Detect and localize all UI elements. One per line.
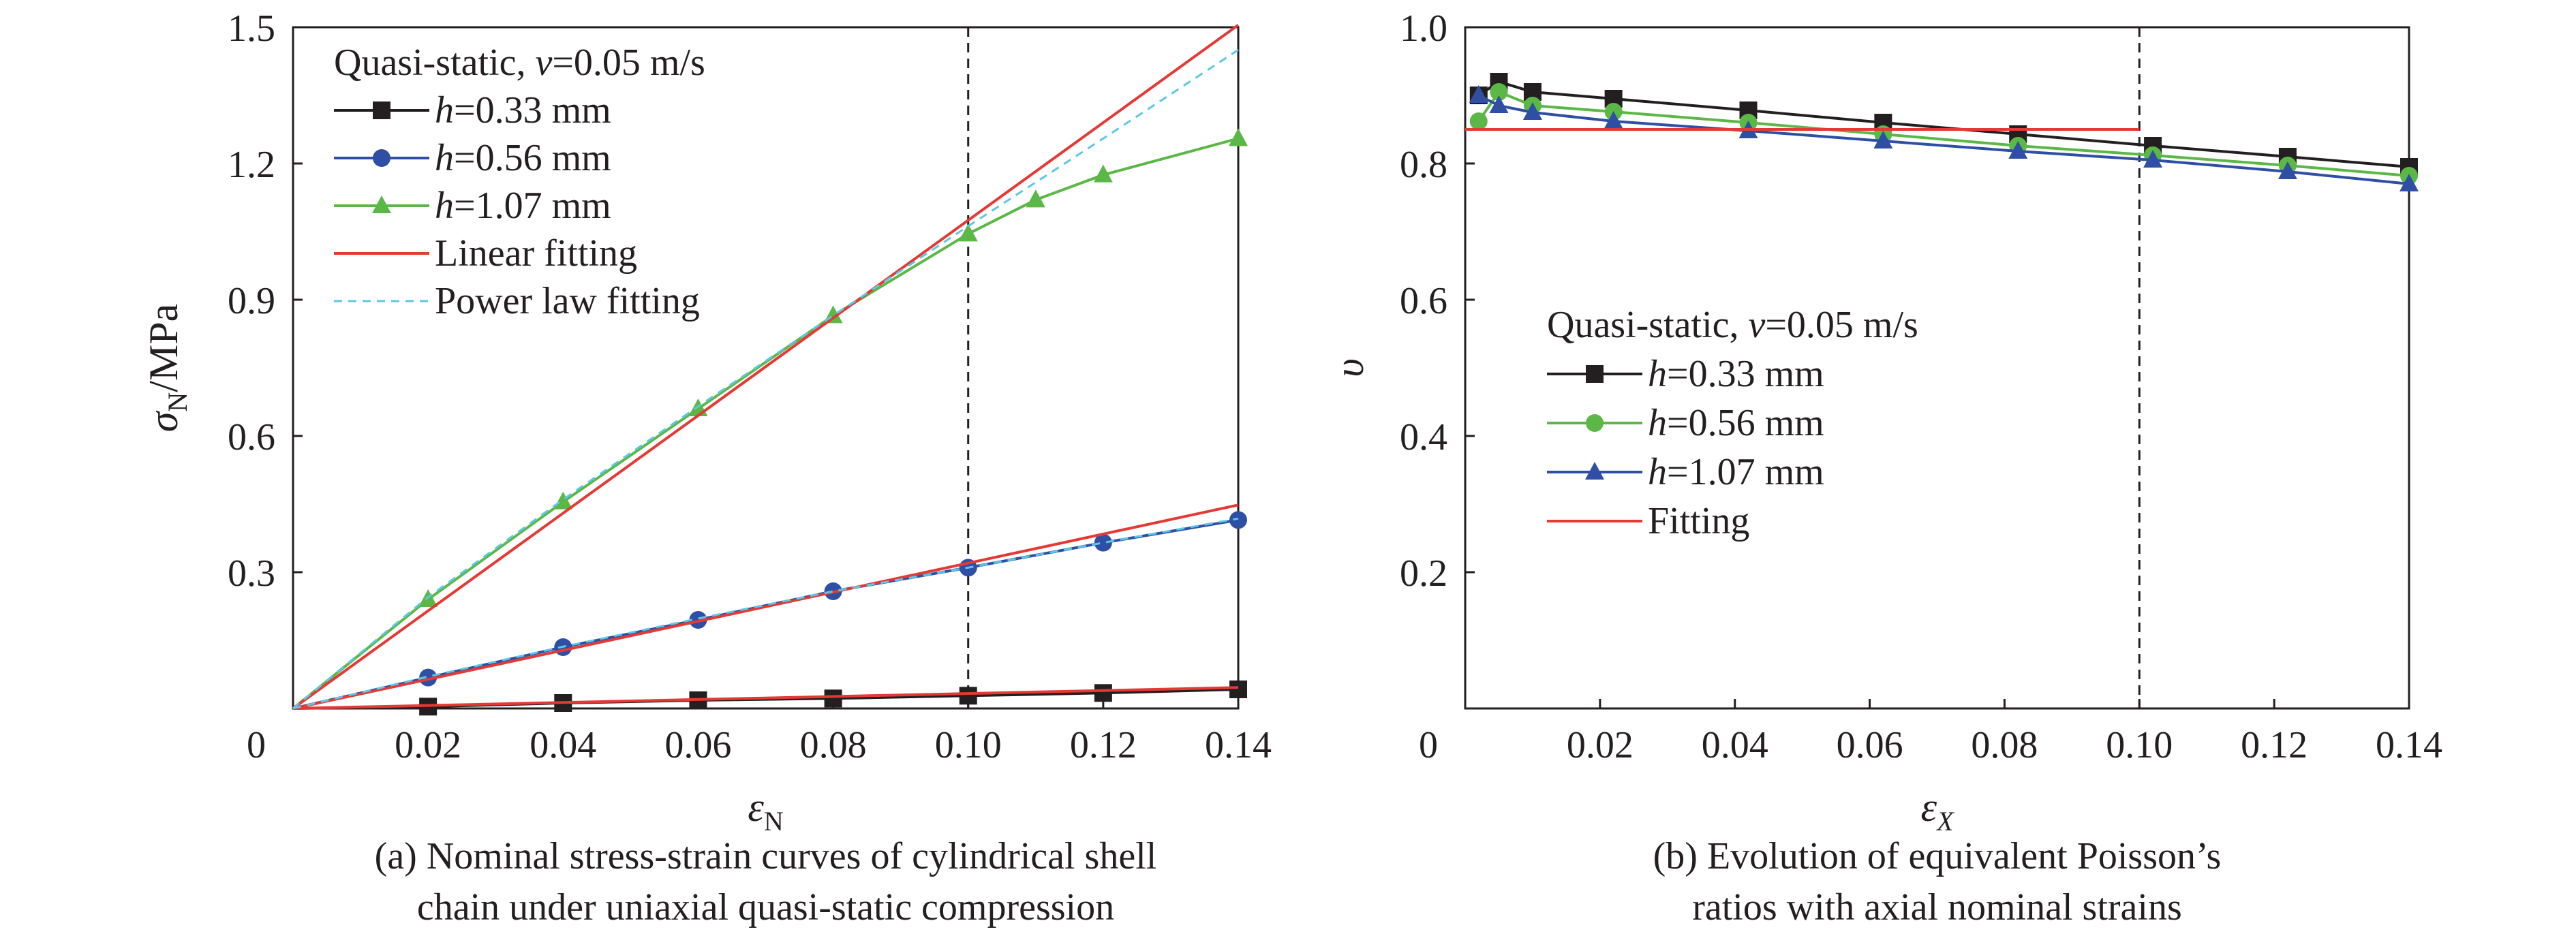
data-point xyxy=(2278,161,2297,179)
series-line xyxy=(1477,80,2410,168)
data-point xyxy=(959,687,977,705)
data-point xyxy=(1490,83,1508,101)
y-tick-label: 0.4 xyxy=(1400,416,1447,458)
data-point xyxy=(958,223,978,242)
x-tick-label: 0.08 xyxy=(1971,724,2038,766)
legend-entry: h=1.07 mm xyxy=(435,185,611,227)
caption-line: (b) Evolution of equivalent Poisson’s xyxy=(1653,835,2222,877)
data-point xyxy=(1229,681,1247,698)
legend-marker xyxy=(1585,462,1604,480)
data-point xyxy=(1229,511,1247,529)
data-point xyxy=(1093,164,1113,183)
legend-entry: h=0.33 mm xyxy=(435,89,611,131)
origin-label: 0 xyxy=(247,724,266,766)
data-point xyxy=(1469,112,1488,130)
legend-marker xyxy=(373,101,390,119)
data-point xyxy=(2399,174,2419,191)
y-axis-label: σN/MPa xyxy=(141,304,193,433)
series-line xyxy=(292,49,1239,710)
y-tick-label: 1.2 xyxy=(228,144,275,186)
data-point xyxy=(1094,684,1112,702)
data-point xyxy=(1026,189,1045,208)
x-tick-label: 0.08 xyxy=(800,724,867,766)
plot-frame xyxy=(1464,26,2410,710)
legend-entry: h=0.33 mm xyxy=(1648,353,1824,395)
data-point xyxy=(1873,131,1893,148)
legend-entry: Power law fitting xyxy=(435,280,700,322)
legend-entry: h=0.56 mm xyxy=(435,137,611,179)
data-point xyxy=(1469,85,1488,103)
x-tick-label: 0.10 xyxy=(2106,724,2173,766)
legend-entry: h=0.56 mm xyxy=(1648,402,1824,444)
caption-line: (a) Nominal stress-strain curves of cyli… xyxy=(375,835,1157,877)
series-line xyxy=(292,517,1239,710)
x-tick-label: 0.12 xyxy=(1070,724,1137,766)
x-tick-label: 0.10 xyxy=(935,724,1002,766)
data-point xyxy=(824,689,842,708)
x-tick-label: 0.06 xyxy=(664,724,731,766)
plot-frame xyxy=(292,26,1240,710)
legend-title: Quasi-static, v=0.05 m/s xyxy=(334,42,705,84)
data-point xyxy=(1489,95,1509,113)
data-point xyxy=(1604,111,1623,129)
y-tick-label: 0.8 xyxy=(1400,144,1447,186)
y-tick-label: 1.5 xyxy=(228,7,275,50)
data-point xyxy=(1229,128,1248,146)
data-point xyxy=(2143,150,2163,168)
x-axis-label: εX xyxy=(1920,785,1954,837)
y-axis-label: υ xyxy=(1327,358,1372,377)
legend-entry: Fitting xyxy=(1648,500,1749,542)
origin-label: 0 xyxy=(1419,724,1438,766)
series-line xyxy=(292,24,1240,710)
legend-entry: Linear fitting xyxy=(435,232,637,275)
y-tick-label: 0.2 xyxy=(1400,552,1447,595)
caption-line: ratios with axial nominal strains xyxy=(1692,886,2182,928)
data-point xyxy=(2008,141,2028,159)
series-line xyxy=(292,686,1239,710)
y-tick-label: 1.0 xyxy=(1400,7,1447,50)
series-line xyxy=(1477,94,2410,185)
x-tick-label: 0.04 xyxy=(530,724,596,766)
x-tick-label: 0.06 xyxy=(1837,724,1903,766)
legend-marker xyxy=(1586,365,1604,383)
data-point xyxy=(419,668,438,687)
x-axis-label: εN xyxy=(748,785,784,837)
legend-marker xyxy=(372,196,391,213)
y-tick-label: 0.6 xyxy=(228,416,275,458)
series-line xyxy=(292,503,1239,710)
legend-entry: h=1.07 mm xyxy=(1648,451,1824,493)
caption-line: chain under uniaxial quasi-static compre… xyxy=(417,886,1114,928)
y-tick-label: 0.3 xyxy=(228,552,275,595)
x-tick-label: 0.14 xyxy=(2376,724,2442,766)
chart-a: 0.02 0.04 0.06 0.08 0.10 0.12 0.14 0.3 0.6 0.9 1.2… xyxy=(141,7,1272,928)
legend-marker xyxy=(373,149,390,167)
legend-marker xyxy=(1586,414,1604,432)
x-tick-label: 0.12 xyxy=(2241,724,2307,766)
chart-b: 0.02 0.04 0.06 0.08 0.10 0.12 0.14 0.2 0.4 0.6 0.8… xyxy=(1327,7,2442,928)
x-tick-label: 0.02 xyxy=(395,724,461,766)
x-tick-label: 0.04 xyxy=(1702,724,1768,766)
x-tick-label: 0.14 xyxy=(1205,724,1272,766)
data-point xyxy=(1094,533,1112,552)
legend-title: Quasi-static, v=0.05 m/s xyxy=(1547,304,1918,346)
data-point xyxy=(553,491,573,510)
y-tick-label: 0.6 xyxy=(1400,280,1447,322)
y-tick-label: 0.9 xyxy=(228,280,275,322)
x-tick-label: 0.02 xyxy=(1567,724,1634,766)
data-point xyxy=(1522,102,1542,120)
